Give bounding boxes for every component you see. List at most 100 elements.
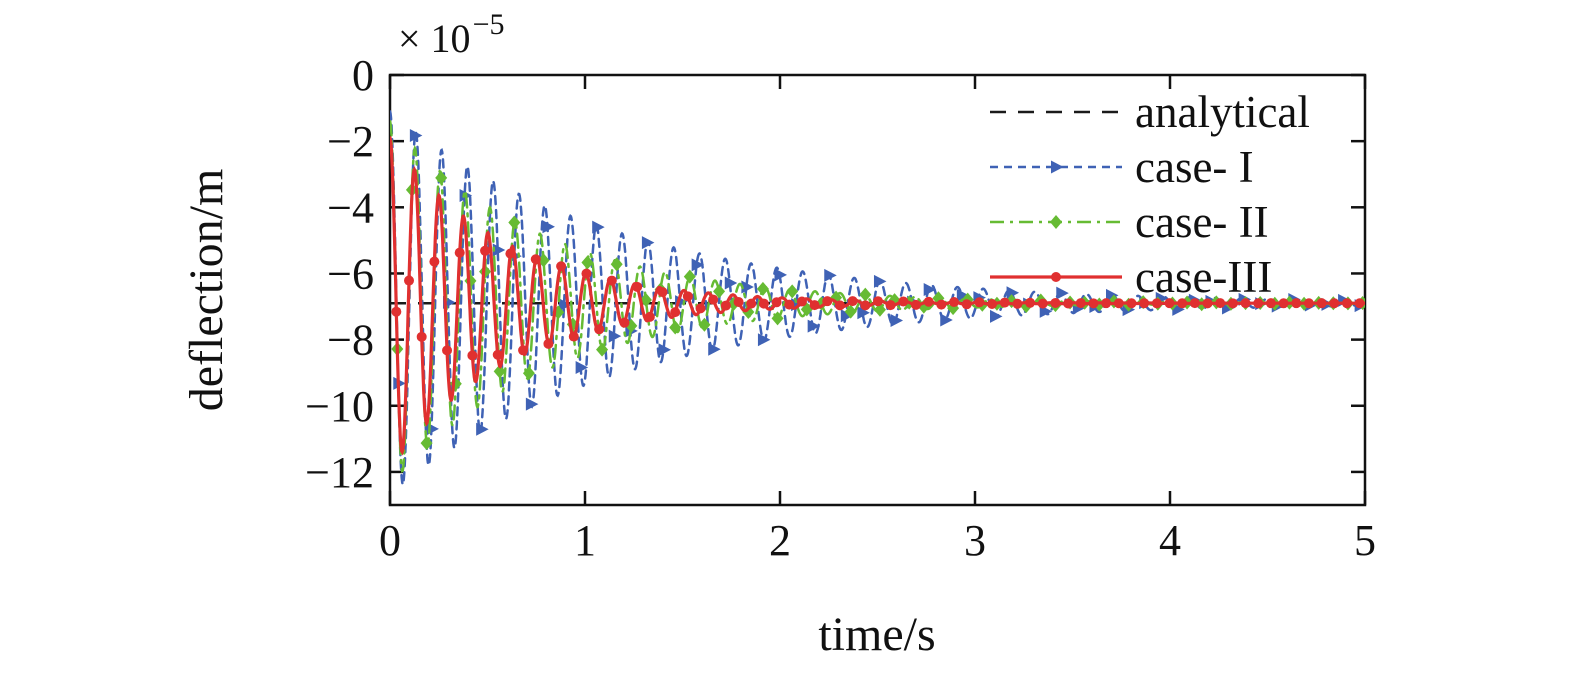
circle-marker [999, 297, 1010, 308]
diamond-marker [844, 304, 857, 319]
circle-marker [1139, 298, 1150, 309]
circle-marker [1037, 298, 1048, 309]
triangle-right-marker [559, 298, 572, 312]
circle-marker [1088, 298, 1099, 309]
diamond-marker [873, 302, 886, 317]
circle-marker [1063, 298, 1074, 309]
triangle-right-marker [492, 243, 506, 257]
diamond-marker [493, 364, 506, 379]
circle-marker [657, 287, 668, 298]
circle-marker [1215, 298, 1226, 309]
diamond-marker [859, 287, 872, 302]
circle-marker [987, 299, 998, 310]
diamond-marker [669, 320, 682, 335]
circle-marker [1101, 298, 1112, 309]
triangle-right-marker [1056, 286, 1069, 300]
triangle-right-marker [608, 329, 622, 343]
diamond-marker [581, 255, 594, 270]
triangle-right-marker [409, 129, 423, 143]
circle-marker [682, 291, 693, 302]
circle-marker [581, 268, 592, 279]
circle-marker [1012, 298, 1023, 309]
triangle-right-marker [476, 422, 489, 436]
circle-marker [720, 300, 731, 311]
y-tick-label: −2 [327, 117, 374, 166]
circle-marker [1113, 298, 1124, 309]
circle-marker [619, 317, 630, 328]
triangle-right-marker [956, 289, 970, 303]
triangle-right-marker [807, 319, 821, 333]
circle-marker [1316, 298, 1327, 309]
y-tick-label: −6 [327, 249, 374, 298]
triangle-right-marker [989, 309, 1003, 323]
plot-box [388, 73, 1367, 507]
triangle-right-marker [757, 333, 771, 347]
circle-marker [429, 256, 440, 267]
triangle-right-marker [724, 276, 738, 290]
circle-marker [1341, 298, 1352, 309]
triangle-right-marker [658, 343, 671, 357]
circle-marker [1265, 298, 1276, 309]
diamond-marker [435, 170, 448, 185]
legend-label-case-2: case- II [1135, 197, 1269, 247]
diamond-marker [713, 284, 726, 299]
circle-marker [746, 298, 757, 309]
circle-marker [1189, 298, 1200, 309]
circle-marker [1329, 298, 1340, 309]
circle-marker [847, 296, 858, 307]
diamond-marker [464, 273, 477, 288]
circle-marker [1050, 297, 1061, 308]
y-axis-label: deflection/m [180, 169, 233, 412]
legend-label-case-3: case-III [1135, 252, 1272, 302]
diamond-marker [771, 311, 784, 326]
x-tick-label: 4 [1159, 516, 1181, 565]
circle-marker [974, 297, 985, 308]
legend-label-analytical: analytical [1135, 87, 1310, 137]
axes: 0 1 2 3 4 5 0 −2 −4 −6 −8 −10 −12 [305, 51, 1376, 565]
triangle-right-marker [1006, 286, 1020, 300]
circle-marker [809, 300, 820, 311]
circle-marker [454, 247, 465, 258]
diamond-marker [786, 284, 799, 299]
triangle-right-marker [741, 280, 754, 294]
circle-marker [695, 303, 706, 314]
circle-marker [530, 254, 541, 265]
x-tick-label: 1 [574, 516, 596, 565]
circle-marker [1151, 298, 1162, 309]
diamond-marker [508, 215, 521, 230]
triangle-right-marker [824, 268, 837, 282]
circle-marker [568, 331, 579, 342]
circle-marker [1126, 298, 1137, 309]
circle-marker [923, 296, 934, 307]
circle-marker [911, 299, 922, 310]
circle-marker [1075, 298, 1086, 309]
triangle-right-marker [923, 283, 937, 297]
triangle-right-marker [525, 397, 539, 411]
x-tick-label: 5 [1354, 516, 1376, 565]
circle-marker [1253, 298, 1264, 309]
circle-marker [1227, 298, 1238, 309]
series-layer [390, 110, 1365, 487]
circle-marker [606, 275, 617, 286]
triangle-right-marker [857, 306, 870, 320]
triangle-right-marker [873, 274, 887, 288]
circle-marker [644, 311, 655, 322]
triangle-right-marker [691, 258, 705, 272]
circle-marker [1354, 298, 1365, 309]
circle-marker [949, 297, 960, 308]
diamond-marker [698, 317, 711, 332]
series-case-iii-markers [391, 245, 1365, 361]
legend-label-case-1: case- I [1135, 142, 1254, 192]
circle-marker [872, 296, 883, 307]
circle-marker [822, 296, 833, 307]
circle-marker [467, 350, 478, 361]
circle-marker [1278, 298, 1289, 309]
diamond-marker [596, 342, 609, 357]
circle-marker [556, 261, 567, 272]
circle-marker [1177, 298, 1188, 309]
circle-marker [796, 296, 807, 307]
circle-marker [708, 294, 719, 305]
diamond-marker [610, 257, 623, 272]
diamond-marker [683, 269, 696, 284]
circle-marker [1051, 272, 1061, 282]
